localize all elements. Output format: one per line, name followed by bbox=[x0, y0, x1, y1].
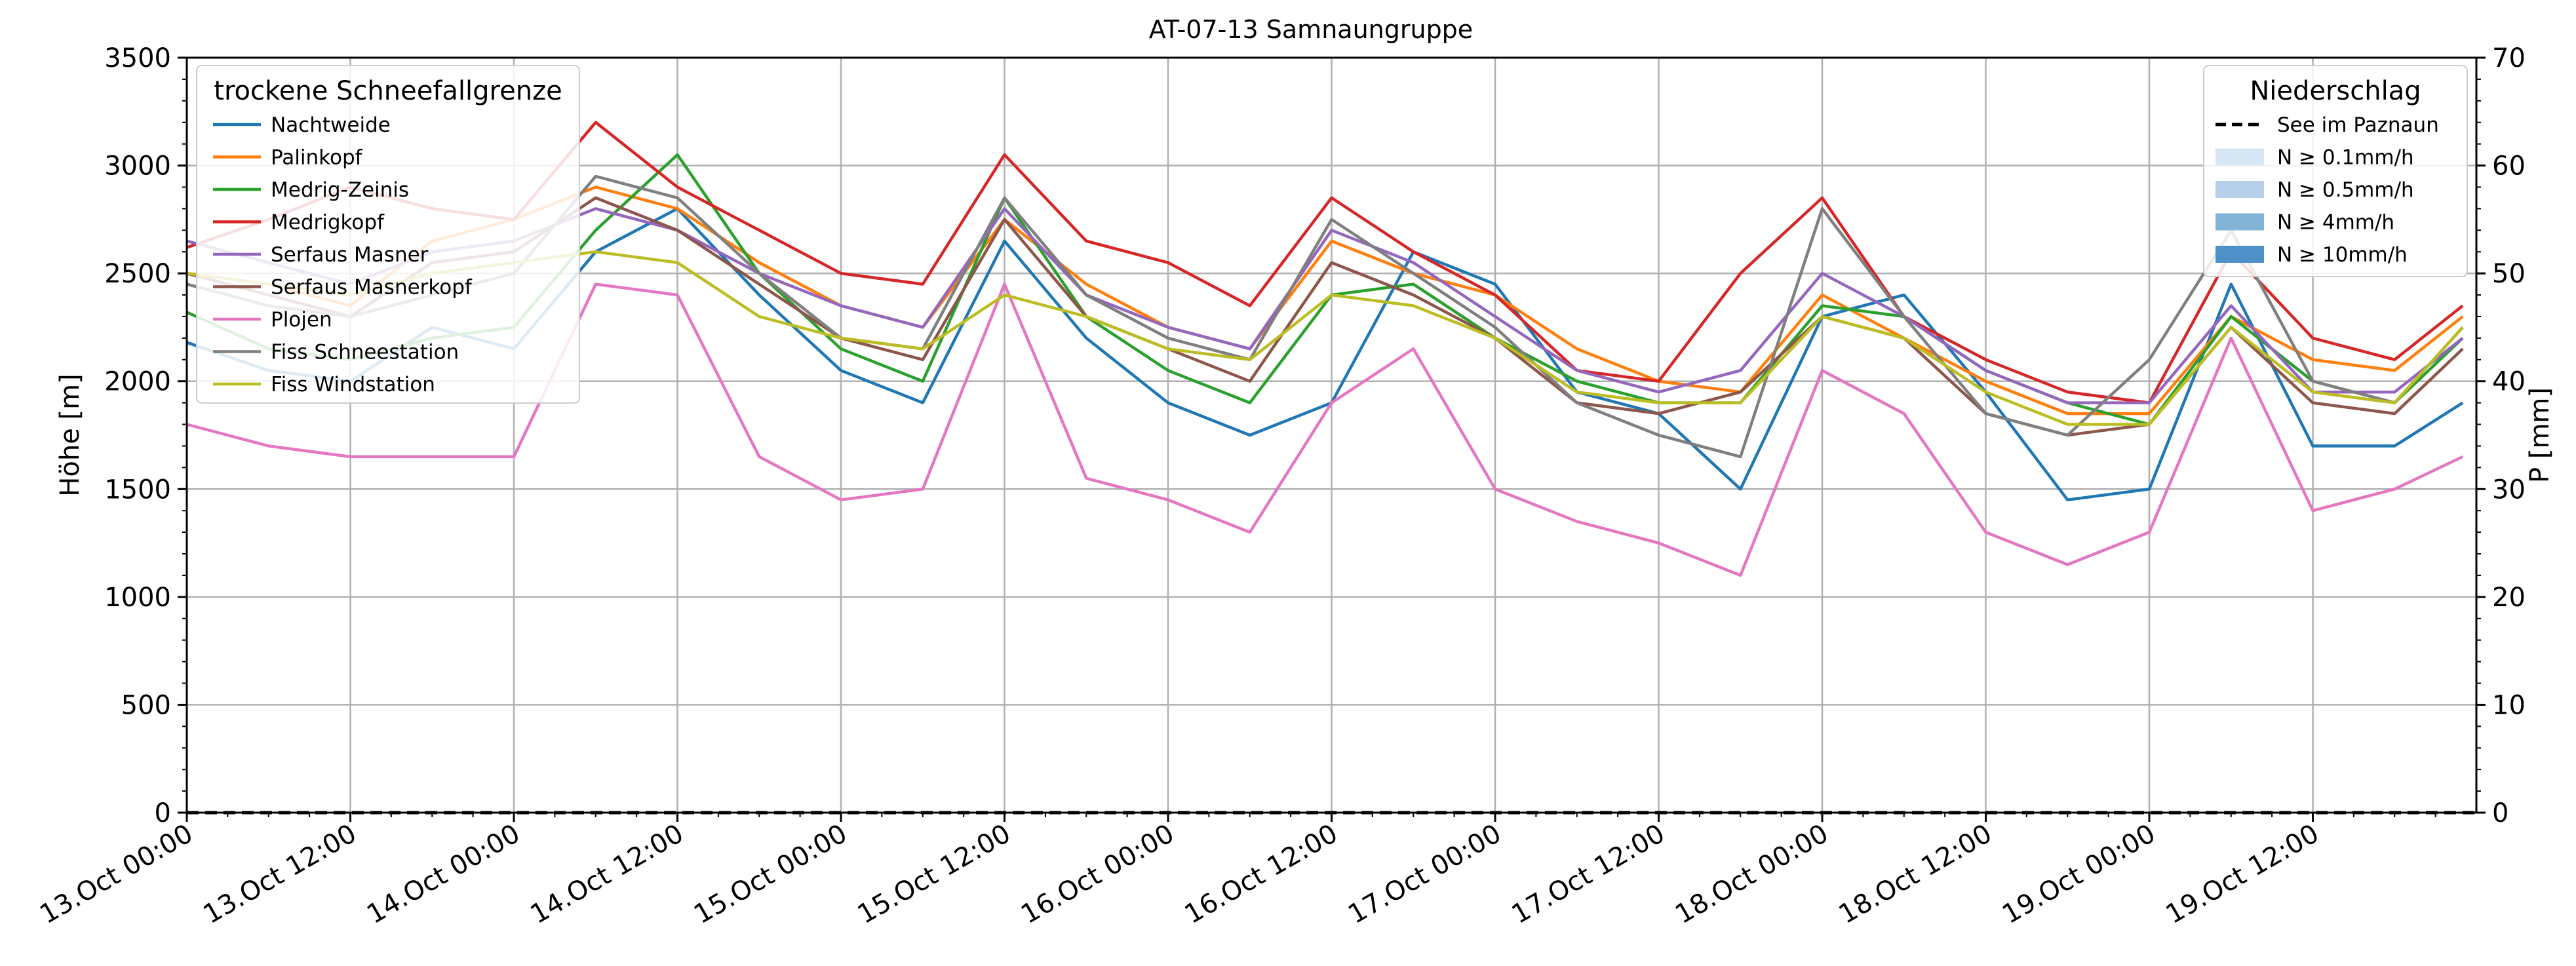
legend-label-medrig-zeinis: Medrig-Zeinis bbox=[271, 178, 409, 202]
x-tick-label: 16.Oct 00:00 bbox=[1016, 819, 1179, 930]
x-tick-label: 14.Oct 12:00 bbox=[526, 819, 689, 930]
legend-label-precip-3: N ≥ 4mm/h bbox=[2277, 211, 2394, 235]
x-tick-label: 18.Oct 12:00 bbox=[1834, 819, 1997, 930]
x-tick-label: 19.Oct 00:00 bbox=[1997, 819, 2160, 930]
chart-title: AT-07-13 Samnaungruppe bbox=[1149, 15, 1473, 44]
y-tick-label-left: 3500 bbox=[104, 43, 171, 73]
x-tick-label: 15.Oct 12:00 bbox=[853, 819, 1016, 930]
legend-swatch-precip-3 bbox=[2215, 213, 2264, 231]
y-tick-label-left: 1500 bbox=[104, 474, 171, 505]
x-tick-label: 19.Oct 12:00 bbox=[2161, 819, 2324, 930]
x-axis: 13.Oct 00:00 13.Oct 12:00 14.Oct 00:00 14.O… bbox=[35, 813, 2436, 930]
x-tick-label: 18.Oct 00:00 bbox=[1670, 819, 1833, 930]
legend-precip: Niederschlag See im Paznaun N ≥ 0.1mm/h N … bbox=[2203, 65, 2468, 277]
y-tick-label-right: 50 bbox=[2492, 259, 2526, 289]
y-tick-label-left: 0 bbox=[155, 798, 171, 828]
y-tick-label-left: 3000 bbox=[104, 151, 171, 182]
y-tick-label-right: 30 bbox=[2492, 474, 2526, 505]
x-tick-label: 15.Oct 00:00 bbox=[689, 819, 852, 930]
legend-label-medrigkopf: Medrigkopf bbox=[271, 211, 385, 235]
y-tick-label-left: 500 bbox=[121, 690, 171, 720]
y-tick-label-right: 0 bbox=[2492, 798, 2508, 828]
legend-label-precip-4: N ≥ 10mm/h bbox=[2277, 243, 2408, 267]
y-tick-label-left: 1000 bbox=[104, 583, 171, 613]
legend-snowline-box bbox=[196, 65, 580, 404]
legend-label-precip-2: N ≥ 0.5mm/h bbox=[2277, 178, 2414, 202]
y-axis-label-right: P [mm] bbox=[2525, 387, 2555, 483]
legend-label-fiss-schneestation: Fiss Schneestation bbox=[271, 341, 459, 364]
legend-swatch-precip-2 bbox=[2215, 181, 2264, 198]
x-tick-label: 17.Oct 00:00 bbox=[1343, 819, 1506, 930]
x-tick-label: 13.Oct 00:00 bbox=[35, 819, 198, 930]
legend-snowline: trockene Schneefallgrenze Nachtweide Pali… bbox=[196, 65, 580, 404]
legend-label-palinkopf: Palinkopf bbox=[271, 146, 363, 170]
y-tick-label-left: 2000 bbox=[104, 367, 171, 397]
y-tick-label-right: 70 bbox=[2492, 43, 2526, 73]
legend-label-serfaus-masnerkopf: Serfaus Masnerkopf bbox=[271, 276, 473, 299]
legend-label-plojen: Plojen bbox=[271, 308, 332, 332]
y-tick-label-right: 40 bbox=[2492, 367, 2526, 397]
x-tick-label: 14.Oct 00:00 bbox=[362, 819, 525, 930]
y-tick-label-right: 60 bbox=[2492, 151, 2526, 182]
x-tick-label: 17.Oct 12:00 bbox=[1507, 819, 1670, 930]
legend-snowline-title: trockene Schneefallgrenze bbox=[214, 76, 562, 106]
y-axis-label-left: Höhe [m] bbox=[55, 374, 85, 496]
legend-precip-title: Niederschlag bbox=[2250, 76, 2421, 106]
legend-label-precip-0: See im Paznaun bbox=[2277, 113, 2439, 137]
legend-precip-box bbox=[2203, 65, 2468, 277]
x-tick-label: 13.Oct 12:00 bbox=[199, 819, 362, 930]
y-tick-label-left: 2500 bbox=[104, 259, 171, 289]
y-axis-left: 0 500 1000 1500 2000 2500 3000 3500 bbox=[104, 43, 187, 828]
legend-label-nachtweide: Nachtweide bbox=[271, 113, 391, 137]
legend-swatch-precip-1 bbox=[2215, 148, 2264, 166]
legend-label-precip-1: N ≥ 0.1mm/h bbox=[2277, 146, 2414, 170]
legend-swatch-precip-4 bbox=[2215, 246, 2264, 263]
y-axis-right: 0 10 20 30 40 50 60 70 bbox=[2476, 43, 2526, 828]
legend-label-serfaus-masner: Serfaus Masner bbox=[271, 243, 429, 267]
y-tick-label-right: 20 bbox=[2492, 583, 2526, 613]
x-tick-label: 16.Oct 12:00 bbox=[1180, 819, 1343, 930]
legend-label-fiss-windstation: Fiss Windstation bbox=[271, 373, 435, 396]
y-tick-label-right: 10 bbox=[2492, 690, 2526, 720]
